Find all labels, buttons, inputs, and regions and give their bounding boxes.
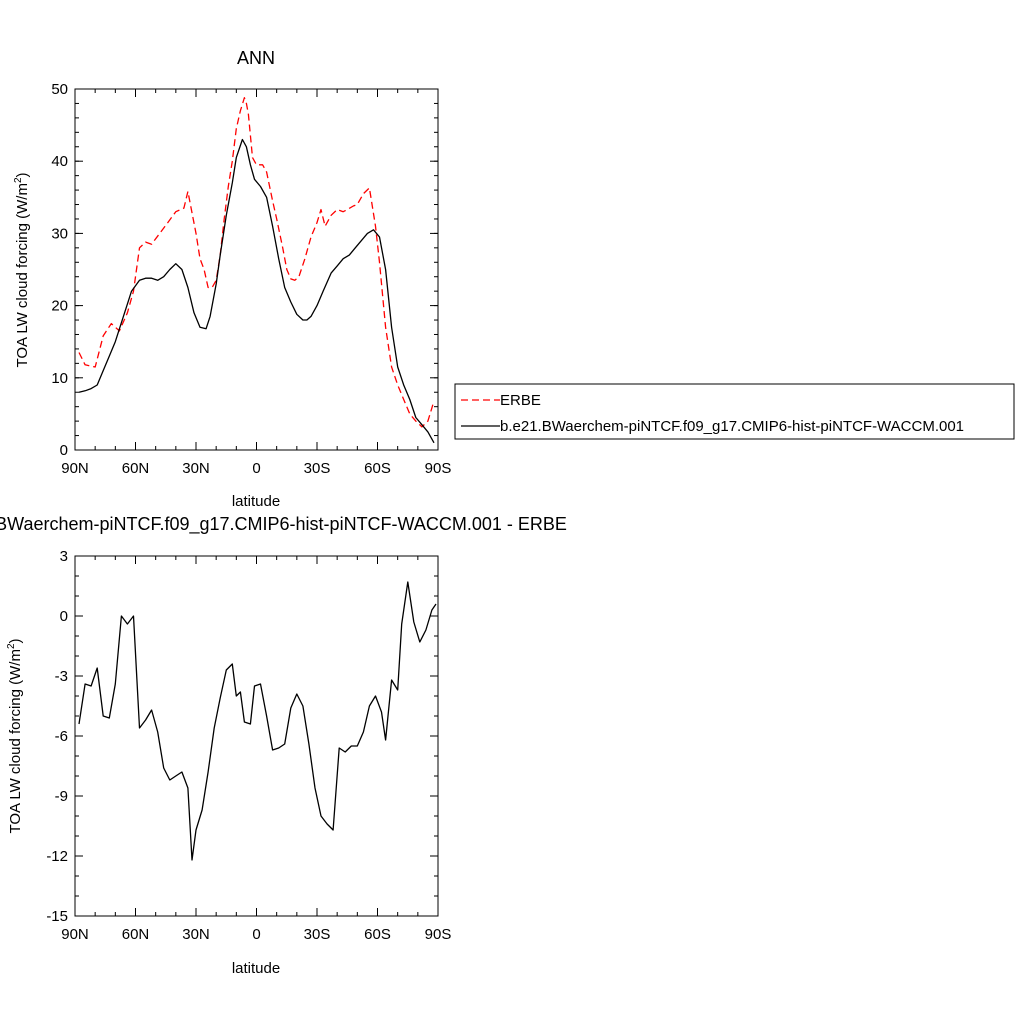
bottom-y-tick-labels: 3 0 -3 -6 -9 -12 -15 (46, 548, 68, 925)
y-tick-label: 0 (60, 442, 68, 459)
top-y-tick-labels: 0 10 20 30 40 50 (51, 81, 68, 459)
bottom-tick-marks (74, 555, 439, 917)
top-y-axis-label: TOA LW cloud forcing (W/m2) (13, 172, 31, 367)
x-tick-label: 60S (364, 926, 391, 943)
legend-box (454, 383, 1015, 440)
y-tick-label: 10 (51, 370, 68, 387)
series-line-1 (78, 138, 435, 444)
y-tick-label: 0 (60, 608, 68, 625)
bottom-panel: b.e21.BWaerchem-piNTCF.f09_g17.CMIP6-his… (0, 514, 567, 977)
top-x-axis-label: latitude (232, 493, 280, 510)
legend: ERBE b.e21.BWaerchem-piNTCF.f09_g17.CMIP… (454, 383, 1015, 440)
series-line-0 (78, 97, 435, 428)
top-y-axis-label-main: TOA LW cloud forcing (W/m (14, 183, 31, 368)
bottom-y-axis-label: TOA LW cloud forcing (W/m2) (6, 638, 24, 833)
series-line-0 (78, 581, 437, 861)
top-y-axis-label-sup: 2 (13, 177, 24, 183)
y-tick-label: 3 (60, 548, 68, 565)
top-panel: ANN 90N 60N 30N 0 30S 60S 90S 0 10 20 30 40 50 lati… (13, 48, 1015, 510)
x-tick-label: 30N (182, 460, 210, 477)
y-tick-label: -15 (46, 908, 68, 925)
top-y-axis-label-end: ) (14, 172, 31, 177)
y-tick-label: -6 (55, 728, 68, 745)
x-tick-label: 30N (182, 926, 210, 943)
x-tick-label: 0 (252, 926, 260, 943)
x-tick-label: 90S (425, 460, 452, 477)
y-tick-label: -9 (55, 788, 68, 805)
legend-label-erbe: ERBE (500, 392, 541, 409)
bottom-y-axis-label-end: ) (7, 638, 24, 643)
top-chart-title: ANN (237, 48, 275, 68)
x-tick-label: 30S (304, 460, 331, 477)
bottom-y-axis-label-sup: 2 (6, 643, 17, 649)
bottom-y-axis-label-main: TOA LW cloud forcing (W/m (7, 649, 24, 834)
bottom-x-tick-labels: 90N 60N 30N 0 30S 60S 90S (61, 926, 451, 943)
y-tick-label: -12 (46, 848, 68, 865)
x-tick-label: 30S (304, 926, 331, 943)
bottom-x-axis-label: latitude (232, 960, 280, 977)
y-tick-label: 30 (51, 225, 68, 242)
bottom-chart-title: b.e21.BWaerchem-piNTCF.f09_g17.CMIP6-his… (0, 514, 567, 535)
x-tick-label: 0 (252, 460, 260, 477)
top-series-lines (78, 97, 435, 444)
x-tick-label: 90N (61, 926, 89, 943)
top-x-tick-labels: 90N 60N 30N 0 30S 60S 90S (61, 460, 451, 477)
x-tick-label: 60N (122, 460, 150, 477)
x-tick-label: 90S (425, 926, 452, 943)
y-tick-label: 20 (51, 298, 68, 315)
bottom-plot-frame (74, 555, 439, 917)
top-tick-marks (74, 88, 439, 451)
x-tick-label: 60S (364, 460, 391, 477)
y-tick-label: 40 (51, 153, 68, 170)
y-tick-label: -3 (55, 668, 68, 685)
y-tick-label: 50 (51, 81, 68, 98)
top-plot-frame (74, 88, 439, 451)
legend-label-model: b.e21.BWaerchem-piNTCF.f09_g17.CMIP6-his… (500, 418, 964, 435)
bottom-series-lines (78, 581, 437, 861)
x-tick-label: 60N (122, 926, 150, 943)
x-tick-label: 90N (61, 460, 89, 477)
